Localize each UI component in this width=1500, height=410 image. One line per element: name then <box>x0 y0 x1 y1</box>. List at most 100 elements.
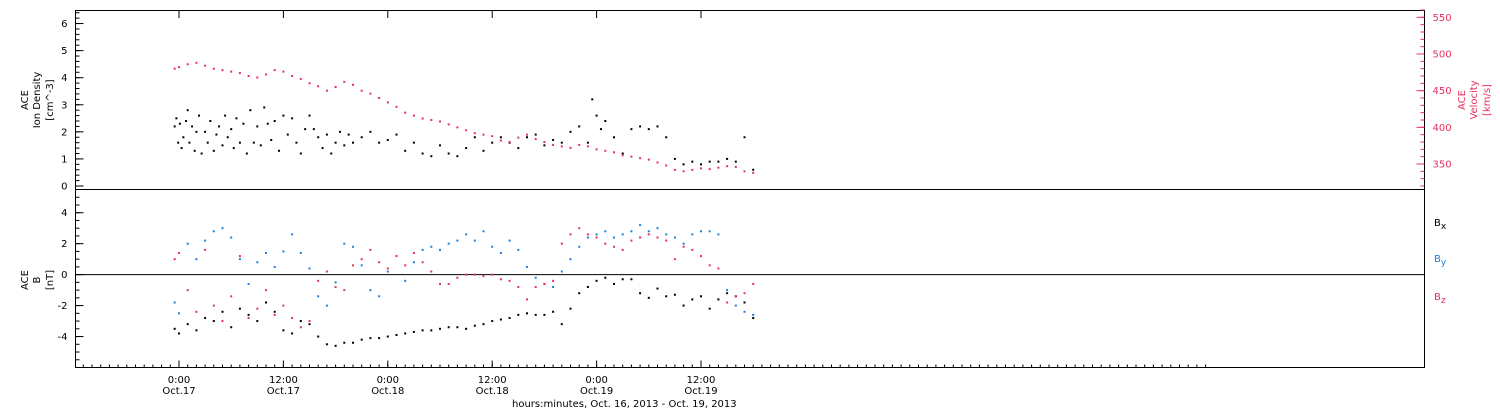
legend-bz-base: B <box>1434 292 1441 303</box>
density-point <box>312 128 315 131</box>
bfield-point-bx <box>726 292 729 295</box>
velocity-point <box>230 70 233 73</box>
bfield-point-by <box>360 264 363 267</box>
bfield-point-by <box>412 261 415 264</box>
legend-by: By <box>1434 254 1447 268</box>
velocity-point <box>595 148 598 151</box>
velocity-point <box>282 70 285 73</box>
bfield-point-by <box>291 233 294 236</box>
velocity-point <box>613 151 615 154</box>
top-y-tick-label: 1 <box>61 154 67 165</box>
bfield-point-bz <box>317 279 320 282</box>
density-point <box>295 141 298 144</box>
bfield-point-bx <box>665 295 668 298</box>
x-tick-time-label: 12:00 <box>269 375 298 386</box>
bfield-point-bx <box>360 338 363 341</box>
bfield-point-bz <box>386 267 389 270</box>
bfield-point-bz <box>656 236 659 239</box>
bfield-point-by <box>439 248 441 251</box>
bfield-point-bz <box>430 270 433 273</box>
top-y-tick-label: 3 <box>61 100 67 111</box>
bfield-point-by <box>639 224 642 227</box>
bfield-point-bx <box>395 333 398 336</box>
bottom-y-tick-label: 2 <box>61 239 67 250</box>
bfield-point-bz <box>395 255 398 258</box>
bfield-point-bz <box>256 307 259 310</box>
bfield-point-by <box>665 233 668 236</box>
bfield-point-bx <box>412 330 415 333</box>
density-point <box>266 122 269 125</box>
x-tick-time-label: 0:00 <box>168 375 190 386</box>
bfield-point-by <box>404 279 407 282</box>
density-point <box>180 147 183 150</box>
density-point <box>186 109 189 112</box>
density-point <box>177 141 180 144</box>
top-ylabel-3: [cm^-3] <box>45 79 56 120</box>
chart-marks: 0:00Oct.1712:00Oct.170:00Oct.1812:00Oct.… <box>58 9 1452 397</box>
bfield-point-bx <box>195 329 198 332</box>
bfield-point-by <box>430 245 433 248</box>
velocity-point <box>299 77 302 80</box>
density-point <box>621 152 624 155</box>
bfield-point-by <box>569 258 572 261</box>
density-point <box>188 141 191 144</box>
density-point <box>338 130 341 133</box>
bfield-point-bz <box>273 313 276 316</box>
bfield-point-bz <box>726 301 729 304</box>
x-tick-time-label: 0:00 <box>377 375 399 386</box>
velocity-point <box>386 101 389 104</box>
density-point <box>499 136 502 139</box>
bfield-point-bz <box>743 292 746 295</box>
bfield-point-bx <box>586 286 589 289</box>
density-point <box>360 136 363 139</box>
bfield-point-by <box>604 230 607 233</box>
density-point <box>278 149 281 152</box>
bfield-point-by <box>238 258 241 261</box>
density-point <box>560 141 563 144</box>
density-point <box>743 136 746 139</box>
density-point <box>330 152 333 155</box>
bfield-point-bz <box>282 304 285 307</box>
density-point <box>242 122 245 125</box>
bfield-point-by <box>352 245 354 248</box>
velocity-point <box>534 138 537 141</box>
velocity-point <box>647 158 650 161</box>
bfield-point-by <box>743 310 746 313</box>
density-point <box>256 125 259 128</box>
bfield-point-by <box>508 239 511 242</box>
bfield-point-bx <box>499 318 502 321</box>
bfield-point-bx <box>552 310 555 313</box>
bfield-point-bz <box>238 255 241 258</box>
velocity-point <box>221 69 224 72</box>
velocity-point <box>708 168 711 171</box>
velocity-point <box>291 75 294 77</box>
bfield-point-bx <box>639 292 642 295</box>
density-point <box>578 125 581 128</box>
bfield-point-by <box>700 230 702 233</box>
bfield-point-by <box>647 230 650 233</box>
bfield-point-bz <box>352 264 354 267</box>
top-y-tick-label: 5 <box>61 46 67 57</box>
density-point <box>647 128 650 131</box>
velocity-point <box>378 97 381 99</box>
bfield-point-by <box>482 230 485 233</box>
top-y2label-3: [km/s] <box>1482 84 1493 116</box>
bfield-point-by <box>465 233 468 236</box>
bfield-point-by <box>378 295 381 298</box>
bfield-point-bx <box>430 329 433 332</box>
bfield-point-bx <box>238 307 241 310</box>
bfield-point-bz <box>639 236 642 239</box>
velocity-point <box>238 72 241 75</box>
bfield-point-bz <box>543 282 546 285</box>
bfield-point-by <box>691 233 694 236</box>
bfield-point-bz <box>552 279 555 282</box>
bfield-point-bx <box>178 332 180 335</box>
velocity-point <box>752 171 755 174</box>
bfield-point-bz <box>247 316 250 319</box>
bfield-point-bz <box>173 258 176 261</box>
density-point <box>270 138 273 141</box>
velocity-point <box>343 80 346 83</box>
density-point <box>191 125 194 128</box>
density-point <box>369 130 372 133</box>
bfield-point-by <box>317 295 320 298</box>
